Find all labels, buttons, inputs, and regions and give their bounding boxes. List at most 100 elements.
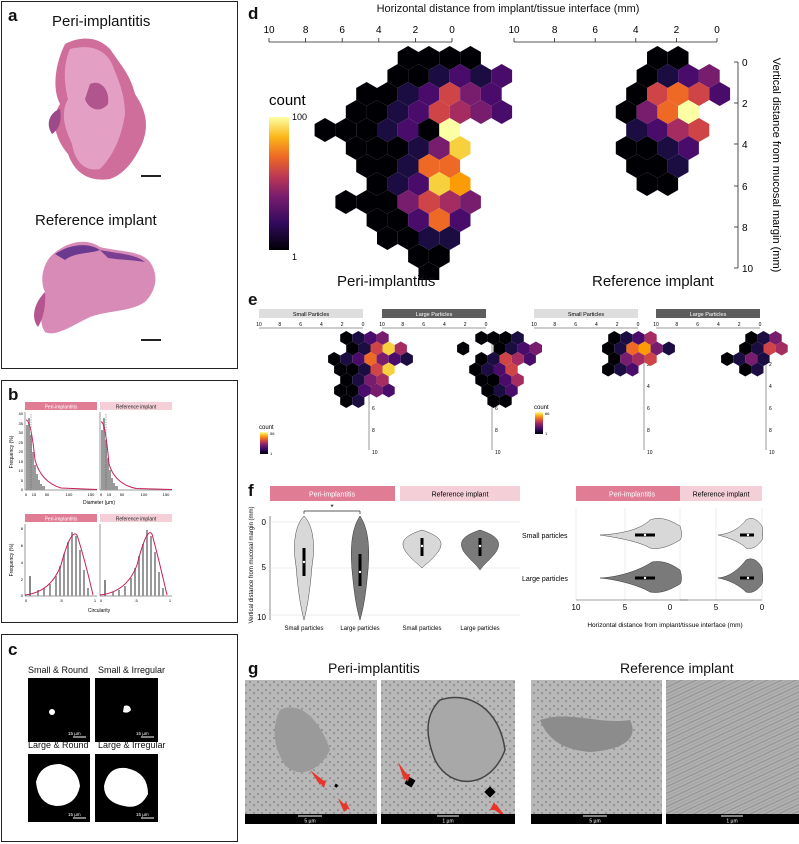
hexbin-cell <box>620 352 633 366</box>
hexbin-cell <box>439 118 461 142</box>
svg-text:4: 4 <box>742 140 748 151</box>
e-x-tick: 2 <box>738 322 741 328</box>
hexbin-cell <box>397 118 419 142</box>
hexbin-cell <box>657 136 679 160</box>
hexbin-cell <box>636 136 658 160</box>
e-legend-right-min: 1 <box>545 431 548 436</box>
label-small-irregular: Small & Irregular <box>98 665 166 675</box>
svg-text:150: 150 <box>88 492 95 497</box>
svg-text:5: 5 <box>714 603 719 612</box>
hexbin-cell <box>449 136 471 160</box>
svg-text:5: 5 <box>21 478 24 483</box>
hexbin-cell <box>632 331 645 345</box>
hexbin-cell <box>667 154 689 178</box>
hexbin-cell <box>657 64 679 88</box>
e-y-tick: 10 <box>372 450 378 456</box>
f-x-label-h: Horizontal distance from implant/tissue … <box>587 622 742 629</box>
f-tab-peri-left: Peri-implantitis <box>309 492 355 499</box>
svg-text:0: 0 <box>449 25 455 36</box>
hexbin-cell <box>602 341 615 356</box>
d-x-ticks-left: 10 8 6 4 2 0 <box>263 25 455 36</box>
hexbin-cell <box>364 331 377 345</box>
e-y-tick: 4 <box>769 384 772 390</box>
d-y-axis-title: Vertical distance from mucosal margin (m… <box>770 58 782 273</box>
hexbin-cell <box>529 341 542 356</box>
panel-b-frame <box>1 380 238 623</box>
hexbin-cell <box>511 352 524 366</box>
hexbin-cell <box>602 362 615 377</box>
hexbin-cell <box>775 341 788 356</box>
hexbin-cell <box>352 373 365 387</box>
hexbin-cell <box>505 383 518 398</box>
hexbin-cell <box>620 331 633 345</box>
hexbin-cell <box>418 46 440 70</box>
tem-scale: 5 µm <box>589 819 600 825</box>
svg-text:0: 0 <box>714 25 720 36</box>
hexbin-cell <box>346 383 359 398</box>
hexbin-cell <box>345 100 367 124</box>
histology-ref-image <box>34 241 156 334</box>
tab-ref-top: Reference implant <box>116 405 157 411</box>
svg-text:50: 50 <box>120 492 125 497</box>
hexbin-cell <box>647 46 668 70</box>
e-x-tick: 8 <box>675 322 678 328</box>
hexbin-cell <box>397 226 419 250</box>
hexbin-cell <box>408 172 429 196</box>
hexbin-cell <box>340 394 353 408</box>
hexbin-cell <box>387 64 409 88</box>
e-legend-left-title: count <box>259 425 274 431</box>
e-x-tick: 10 <box>379 322 385 328</box>
svg-text:0: 0 <box>742 58 748 69</box>
svg-text:8: 8 <box>21 526 24 531</box>
x-ticks-top: 0 15 50 100 150 0 15 50 100 150 <box>25 492 170 497</box>
hexbin-cell <box>614 341 627 356</box>
hexbin-cell <box>408 244 429 268</box>
hexbin-cell <box>397 82 419 106</box>
e-x-tick: 4 <box>320 322 323 328</box>
hexbin-cell <box>376 373 389 387</box>
hexbin-cell <box>387 208 409 232</box>
svg-text:0: 0 <box>100 598 103 603</box>
hexbin-cell <box>491 64 513 88</box>
d-label-ref: Reference implant <box>592 273 714 290</box>
hexbin-cell <box>449 172 471 196</box>
svg-text:2: 2 <box>21 577 24 582</box>
svg-text:4: 4 <box>633 25 639 36</box>
tem-images: 5 µm 1 µm 5 µm 1 µm <box>245 680 799 825</box>
hexbin-cell <box>439 190 461 214</box>
f-xcat: Small particles <box>402 626 441 632</box>
hexbin-cell <box>650 341 663 356</box>
svg-text:150: 150 <box>163 492 170 497</box>
hexbin-cell <box>439 46 461 70</box>
e-y-tick: 10 <box>647 450 653 456</box>
hexbin-cell <box>739 341 752 356</box>
e-y-tick: 8 <box>769 428 772 434</box>
f-significance: * <box>330 503 333 512</box>
hexbin-cell <box>626 154 647 178</box>
hexbin-cell <box>358 341 371 356</box>
scale-label: 15 µm <box>68 812 81 817</box>
hexbin-cell <box>356 154 377 178</box>
hexbin-cell <box>733 352 746 366</box>
e-y-tick: 8 <box>372 428 375 434</box>
hexbin-cell <box>647 154 668 178</box>
e-x-tick: 0 <box>759 322 762 328</box>
hexbin-cell <box>636 172 658 196</box>
hexbin-cell <box>644 331 657 345</box>
hexbin-cell <box>356 82 377 106</box>
svg-text:100: 100 <box>66 492 73 497</box>
hexbin-cell <box>636 100 658 124</box>
f-tab-ref-left: Reference implant <box>432 492 489 499</box>
hexbin-cell <box>499 394 512 408</box>
hexbin-cell <box>334 362 347 377</box>
svg-text:10: 10 <box>257 613 266 622</box>
hexbin-cell <box>418 154 440 178</box>
svg-text:0: 0 <box>21 487 24 492</box>
svg-text:0: 0 <box>262 518 267 527</box>
hexbin-cell <box>769 331 782 345</box>
e-x-tick: 6 <box>696 322 699 328</box>
svg-text:.5: .5 <box>59 598 63 603</box>
svg-text:0: 0 <box>760 603 765 612</box>
hexbin-cell <box>678 136 699 160</box>
hexbin-cell <box>377 190 398 214</box>
